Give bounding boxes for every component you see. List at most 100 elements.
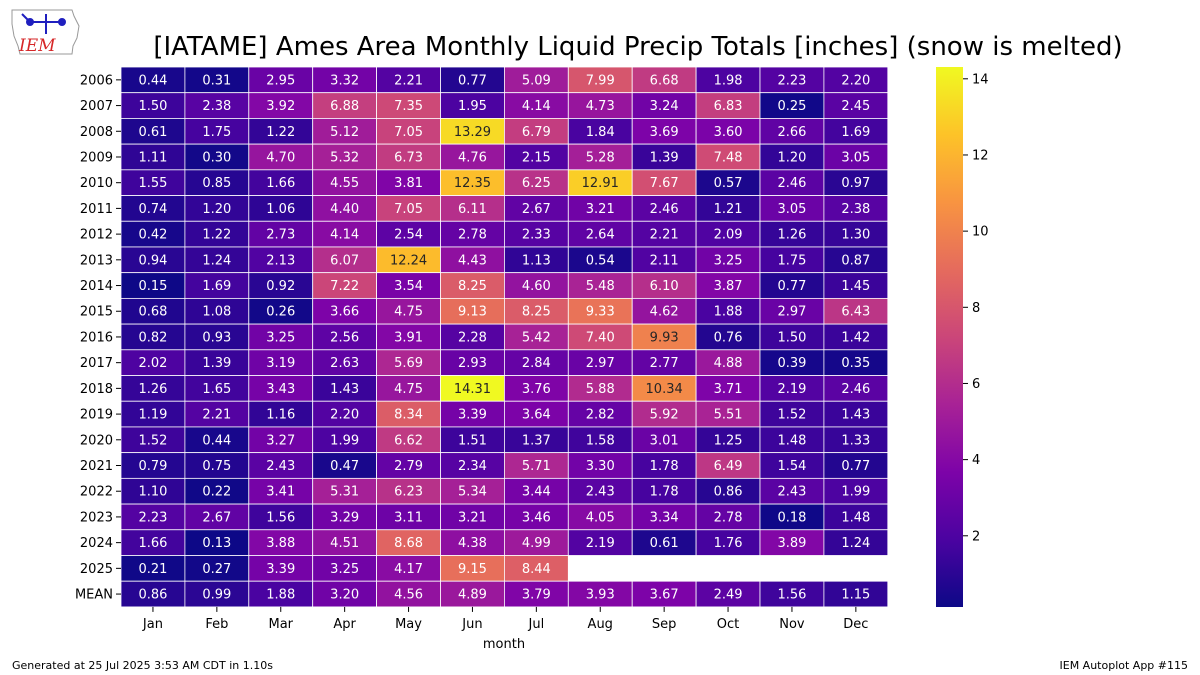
cell-value-label: 1.42 [841,330,870,345]
heatmap-cell [567,66,633,94]
heatmap-cell [120,66,186,94]
heatmap-cell [376,272,441,299]
cell-value-label: 4.14 [522,99,551,114]
cell-value-label: 3.34 [650,510,679,525]
heatmap-cell [823,297,889,325]
cell-value-label: 1.16 [266,408,295,423]
heatmap-cell [759,272,825,299]
heatmap-cell [376,246,441,274]
cell-value-label: 4.99 [522,536,551,551]
cell-value-label: 3.11 [394,510,423,525]
heatmap-cell [440,195,505,222]
cell-value-label: 2.78 [458,228,487,243]
cell-value-label: 5.42 [522,330,551,345]
cell-value-label: 4.17 [394,562,423,577]
heatmap-cell [120,452,186,479]
cell-value-label: 1.69 [841,125,870,140]
heatmap-cell [120,246,186,274]
heatmap-cell [312,297,378,325]
y-tick-label: 2006 [80,73,113,88]
heatmap-cell [184,220,250,248]
heatmap-cell [440,66,505,94]
cell-value-label: 2.33 [522,228,551,243]
cell-value-label: 2.64 [586,228,615,243]
cell-value-label: 4.73 [586,99,615,114]
heatmap-cell [503,580,569,608]
heatmap-cell [503,452,569,479]
cell-value-label: 1.25 [714,433,743,448]
cell-value-label: 2.11 [650,253,679,268]
heatmap-cell [503,66,569,94]
heatmap-cell [567,400,633,428]
cell-value-label: 1.78 [650,459,679,474]
cell-value-label: 3.24 [650,99,679,114]
cell-value-label: 2.21 [202,408,231,423]
cell-value-label: 7.40 [586,330,615,345]
cell-value-label: 5.09 [522,73,551,88]
cell-value-label: 0.44 [202,433,231,448]
cell-value-label: 3.71 [714,382,743,397]
cell-value-label: 2.46 [841,382,870,397]
cell-value-label: 13.29 [454,125,491,140]
heatmap-cell [120,477,186,505]
cell-value-label: 1.24 [202,253,231,268]
cell-value-label: 4.38 [458,536,487,551]
cell-value-label: 1.24 [841,536,870,551]
cell-value-label: 2.77 [650,356,679,371]
cell-value-label: 0.92 [266,279,295,294]
cell-value-label: 0.31 [202,73,231,88]
cell-value-label: 9.93 [650,330,679,345]
cell-value-label: 3.76 [522,382,551,397]
heatmap-cell [184,92,250,119]
cell-value-label: 0.99 [202,588,231,603]
cell-value-label: 3.41 [266,485,295,500]
cell-value-label: 3.88 [266,536,295,551]
heatmap-cell [248,452,314,479]
cell-value-label: 3.60 [714,125,743,140]
y-tick-labels: 2006 2007 2008 2009 2010 2011 2012 2013 2014 2015… [75,73,121,603]
heatmap-cell [695,323,761,351]
cell-value-label: 3.25 [330,562,359,577]
cell-value-label: 0.86 [714,485,743,500]
cell-value-label: 2.66 [777,125,806,140]
cell-value-label: 1.52 [777,408,806,423]
cell-value-label: 2.21 [394,73,423,88]
y-tick-label: 2021 [80,459,113,474]
y-tick-label: 2025 [80,562,113,577]
cell-value-label: 0.61 [138,125,167,140]
cell-value-label: 3.21 [458,510,487,525]
heatmap-cell [631,580,697,608]
heatmap-cell [248,375,314,402]
colorbar-ticks: 2 4 6 8 10 12 14 [963,72,989,544]
colorbar-tick-label: 6 [972,377,980,392]
cell-value-label: 1.43 [330,382,359,397]
cell-value-label: 1.39 [650,150,679,165]
x-tick-label: May [395,617,422,632]
cell-value-label: 1.95 [458,99,487,114]
heatmap-cells: 0.44 0.31 2.95 3.32 2.21 0.77 5.09 7.99 6.68 1.98… [120,66,889,608]
heatmap-cell [120,503,186,531]
cell-value-label: 0.77 [777,279,806,294]
cell-value-label: 1.50 [138,99,167,114]
cell-value-label: 0.85 [202,176,231,191]
x-tick-label: Apr [333,617,356,632]
cell-value-label: 6.07 [330,253,359,268]
heatmap-cell [759,452,825,479]
heatmap-cell [248,118,314,145]
cell-value-label: 0.74 [138,202,167,217]
heatmap-cell [184,477,250,505]
cell-value-label: 3.39 [458,408,487,423]
cell-value-label: 0.77 [458,73,487,88]
heatmap-cell [312,426,378,454]
cell-value-label: 4.60 [522,279,551,294]
cell-value-label: 9.13 [458,305,487,320]
cell-value-label: 1.99 [330,433,359,448]
cell-value-label: 1.88 [714,305,743,320]
cell-value-label: 3.69 [650,125,679,140]
colorbar-tick-label: 14 [972,72,989,87]
cell-value-label: 3.30 [586,459,615,474]
cell-value-label: 3.32 [330,73,359,88]
heatmap-cell [248,272,314,299]
cell-value-label: 1.06 [266,202,295,217]
